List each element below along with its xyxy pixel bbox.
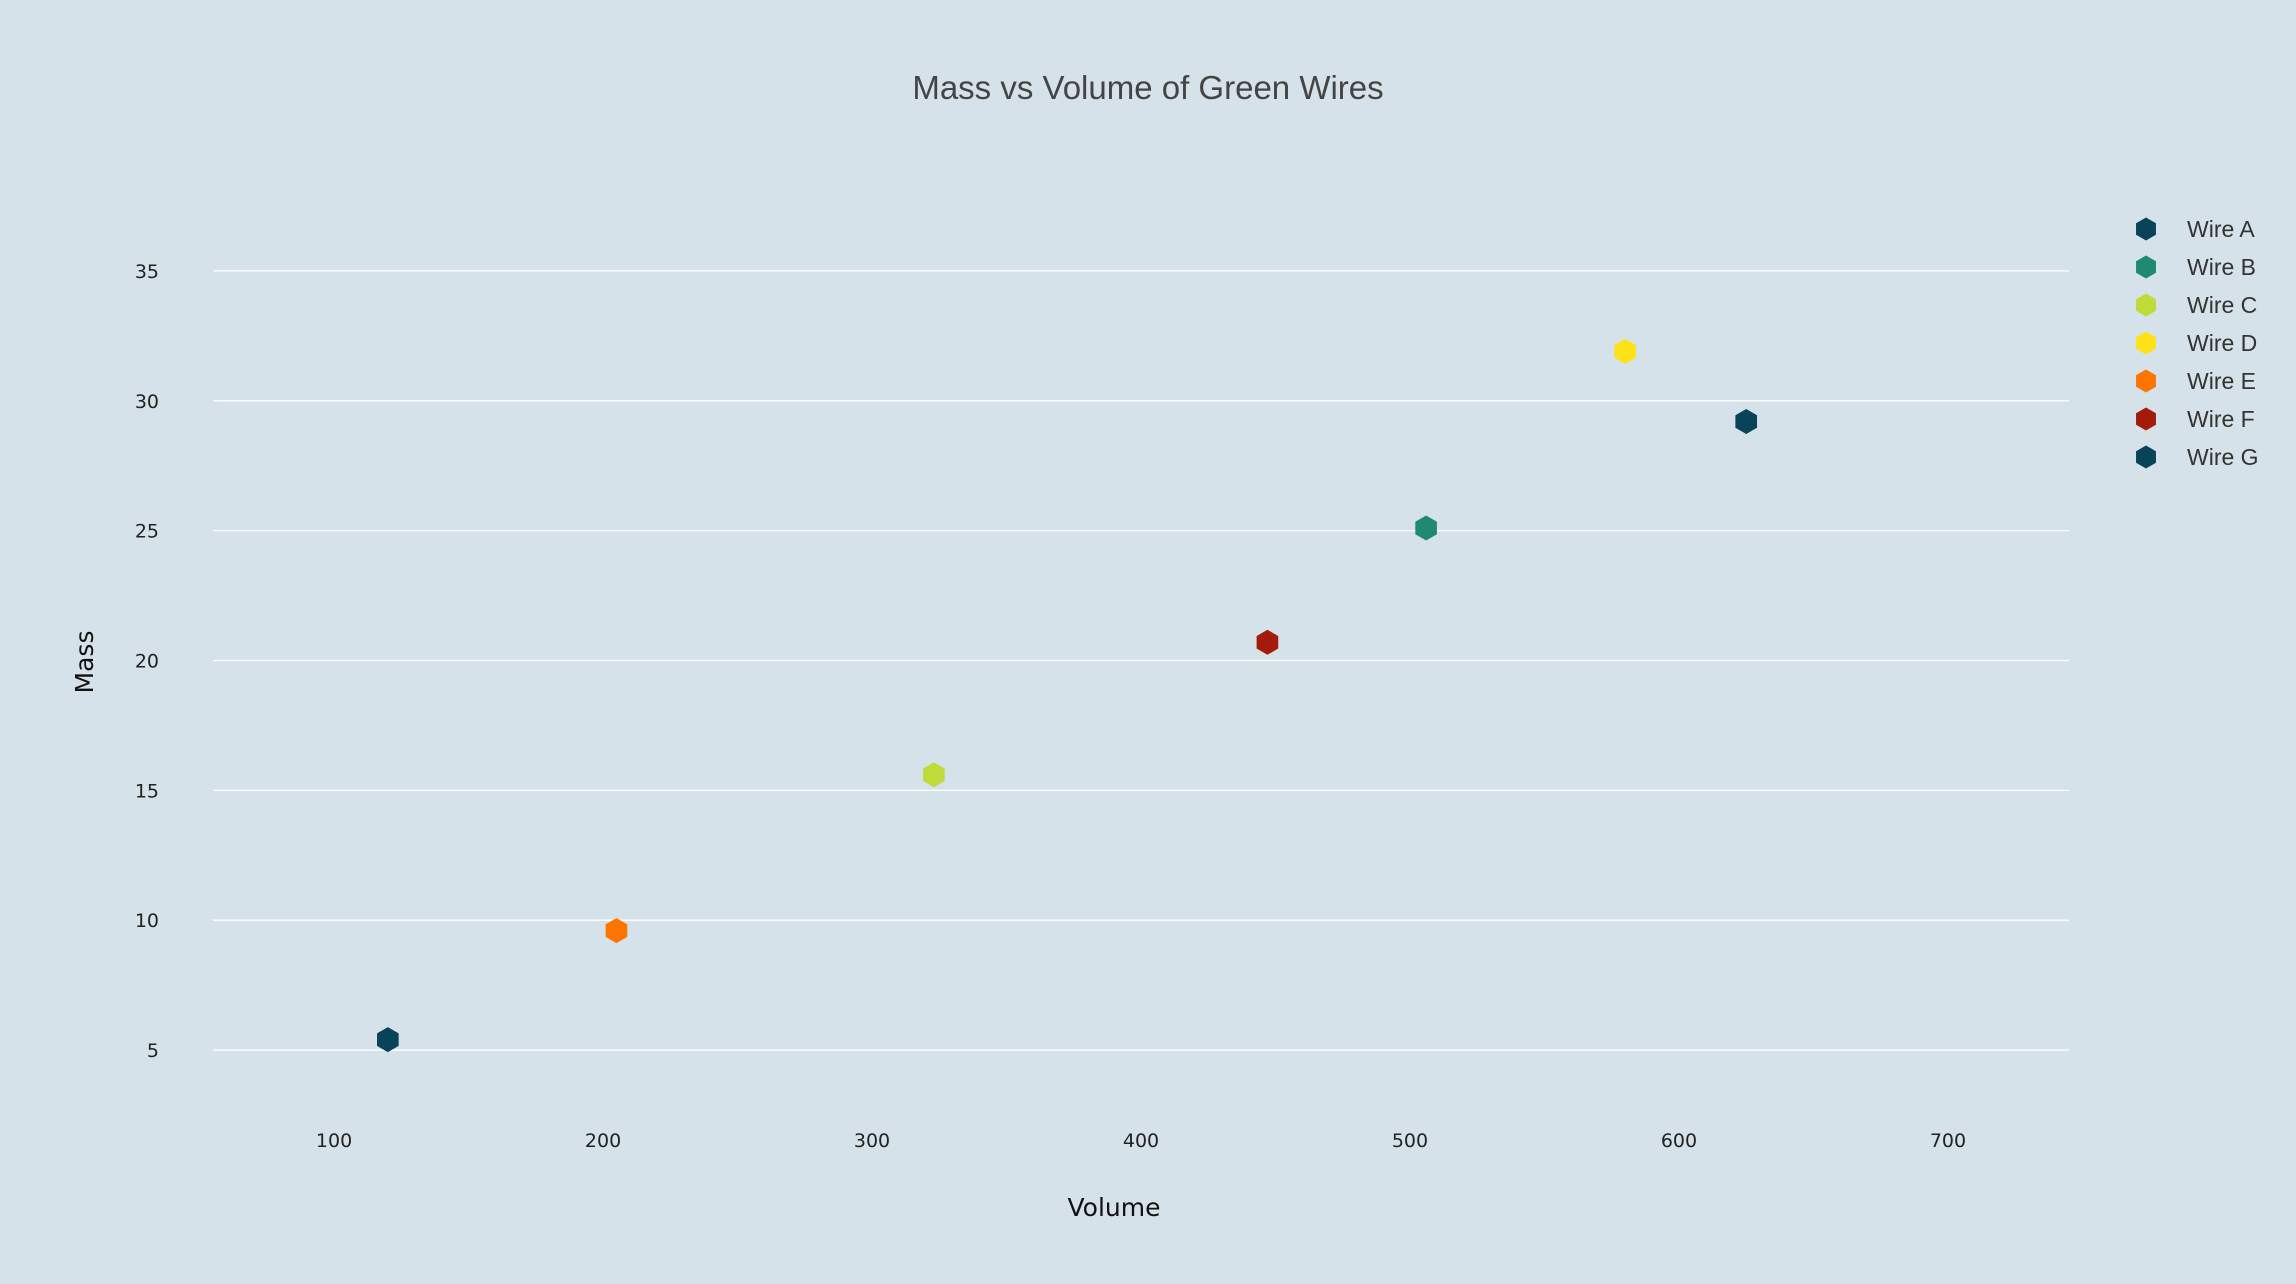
y-tick-label: 25 bbox=[135, 521, 159, 543]
y-tick-label: 15 bbox=[135, 780, 159, 802]
legend-hexagon-marker bbox=[2136, 331, 2156, 355]
legend-hexagon-marker bbox=[2136, 407, 2156, 431]
legend-label: Wire A bbox=[2187, 216, 2255, 242]
legend-hexagon-marker bbox=[2136, 445, 2156, 469]
chart-title: Mass vs Volume of Green Wires bbox=[912, 69, 1383, 106]
legend-item[interactable]: Wire G bbox=[2136, 444, 2259, 470]
legend-item[interactable]: Wire C bbox=[2136, 292, 2257, 318]
x-tick-label: 400 bbox=[1123, 1130, 1159, 1152]
data-point-wire-b[interactable] bbox=[1415, 515, 1437, 541]
x-axis-ticks: 100 200 300 400 500 600 700 bbox=[316, 1130, 1966, 1152]
x-tick-label: 200 bbox=[585, 1130, 621, 1152]
legend-item[interactable]: Wire A bbox=[2136, 216, 2255, 242]
y-tick-label: 5 bbox=[147, 1040, 159, 1062]
data-point-wire-e[interactable] bbox=[605, 918, 628, 944]
legend-hexagon-marker bbox=[2136, 255, 2156, 279]
x-tick-label: 500 bbox=[1392, 1130, 1428, 1152]
x-axis-title: Volume bbox=[1068, 1193, 1161, 1222]
y-axis-ticks: 5 10 15 20 25 30 35 bbox=[135, 261, 159, 1062]
y-tick-label: 10 bbox=[135, 910, 159, 932]
legend-item[interactable]: Wire E bbox=[2136, 368, 2256, 394]
legend-hexagon-marker bbox=[2136, 293, 2156, 317]
legend[interactable]: Wire A Wire B Wire C Wire D Wire E Wire F Wire… bbox=[2136, 216, 2259, 470]
y-tick-label: 20 bbox=[135, 650, 159, 672]
y-axis-title: Mass bbox=[70, 631, 99, 694]
x-tick-label: 100 bbox=[316, 1130, 352, 1152]
legend-label: Wire F bbox=[2187, 406, 2255, 432]
legend-label: Wire G bbox=[2187, 444, 2259, 470]
x-tick-label: 300 bbox=[854, 1130, 890, 1152]
legend-item[interactable]: Wire D bbox=[2136, 330, 2257, 356]
data-point-wire-a[interactable] bbox=[377, 1027, 399, 1053]
data-point-wire-d[interactable] bbox=[1614, 338, 1636, 364]
data-points bbox=[377, 338, 1758, 1053]
legend-label: Wire C bbox=[2187, 292, 2257, 318]
x-tick-label: 600 bbox=[1661, 1130, 1697, 1152]
legend-label: Wire B bbox=[2187, 254, 2256, 280]
data-point-wire-g[interactable] bbox=[1735, 409, 1758, 435]
gridlines bbox=[213, 270, 2069, 1051]
y-tick-label: 35 bbox=[135, 261, 159, 283]
legend-label: Wire E bbox=[2187, 368, 2256, 394]
legend-hexagon-marker bbox=[2136, 369, 2156, 393]
legend-hexagon-marker bbox=[2136, 217, 2156, 241]
x-tick-label: 700 bbox=[1930, 1130, 1966, 1152]
legend-item[interactable]: Wire F bbox=[2136, 406, 2255, 432]
legend-label: Wire D bbox=[2187, 330, 2257, 356]
legend-item[interactable]: Wire B bbox=[2136, 254, 2256, 280]
data-point-wire-c[interactable] bbox=[923, 762, 945, 788]
data-point-wire-f[interactable] bbox=[1256, 629, 1279, 655]
y-tick-label: 30 bbox=[135, 391, 159, 413]
